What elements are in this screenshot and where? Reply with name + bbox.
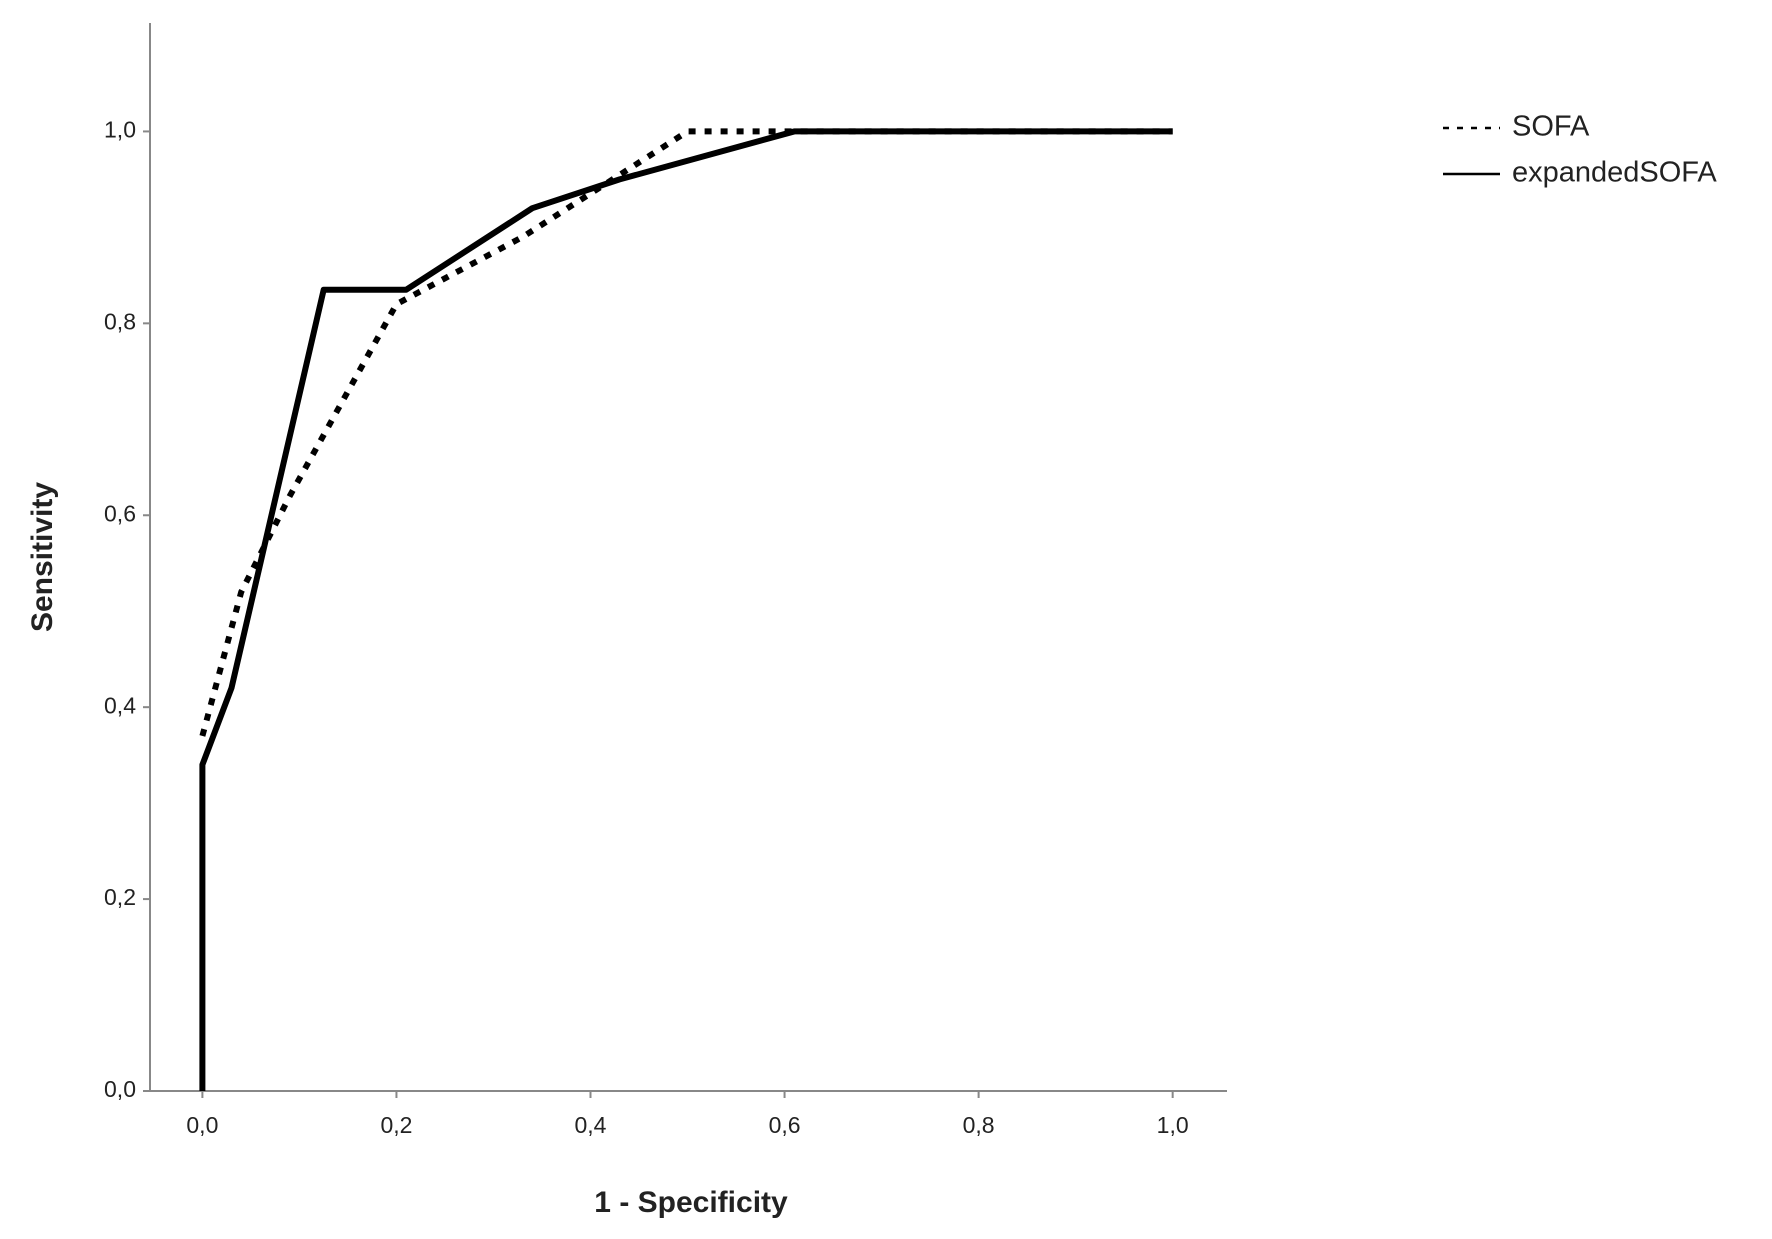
roc-line bbox=[199, 128, 1173, 1091]
legend-text: SOFA bbox=[1512, 111, 1590, 143]
y-tick-label: 0,2 bbox=[104, 884, 136, 910]
x-tick-label: 0,6 bbox=[769, 1112, 801, 1138]
x-tick-label: 0,8 bbox=[963, 1112, 995, 1138]
x-tick-label: 0,2 bbox=[380, 1112, 412, 1138]
y-tick-label: 0,4 bbox=[104, 692, 136, 718]
x-tick-label: 1,0 bbox=[1157, 1112, 1189, 1138]
legend-text: expandedSOFA bbox=[1512, 157, 1717, 189]
y-tick-label: 1,0 bbox=[104, 117, 136, 143]
y-tick-label: 0,0 bbox=[104, 1076, 136, 1102]
x-tick-label: 0,4 bbox=[575, 1112, 607, 1138]
y-axis-title: Sensitivity bbox=[26, 482, 59, 632]
roc-line bbox=[199, 128, 1173, 737]
x-tick-label: 0,0 bbox=[186, 1112, 218, 1138]
y-tick-label: 0,8 bbox=[104, 308, 136, 334]
y-tick-label: 0,6 bbox=[104, 500, 136, 526]
x-axis-title: 1 - Specificity bbox=[594, 1186, 788, 1219]
